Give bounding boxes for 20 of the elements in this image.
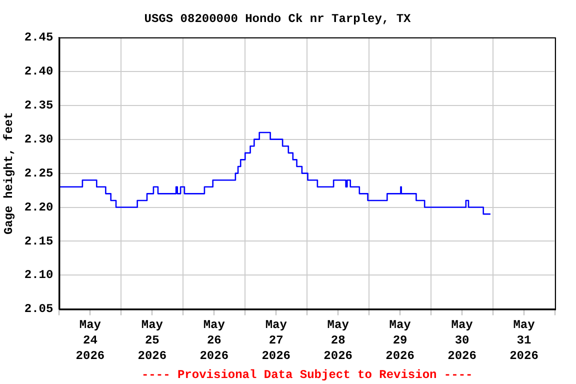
y-tick-label: 2.45 — [24, 30, 54, 44]
x-tick-label: May 31 2026 — [510, 318, 538, 364]
text: ---- Provisional Data Subject to Revision ---- — [141, 368, 473, 382]
y-axis-title: Gage height, feet — [2, 112, 16, 235]
y-tick-label: 2.10 — [24, 268, 54, 282]
x-tick-label: May 28 2026 — [324, 318, 352, 364]
y-tick-label: 2.25 — [24, 166, 54, 180]
y-tick-label: 2.05 — [24, 302, 54, 316]
y-tick-label: 2.20 — [24, 200, 54, 214]
x-tick-label: May 29 2026 — [386, 318, 414, 364]
x-tick-label: May 26 2026 — [200, 318, 229, 364]
x-tick-label: May 30 2026 — [448, 318, 476, 364]
y-tick-label: 2.35 — [24, 98, 54, 112]
x-tick-label: May 27 2026 — [262, 318, 291, 364]
y-tick-label: 2.30 — [24, 132, 54, 146]
x-tick-label: May 25 2026 — [138, 318, 167, 364]
y-tick-label: 2.15 — [24, 234, 54, 248]
x-tick-label: May 24 2026 — [76, 318, 105, 364]
chart-title: USGS 08200000 Hondo Ck nr Tarpley, TX — [144, 12, 412, 26]
y-tick-label: 2.40 — [24, 64, 54, 78]
